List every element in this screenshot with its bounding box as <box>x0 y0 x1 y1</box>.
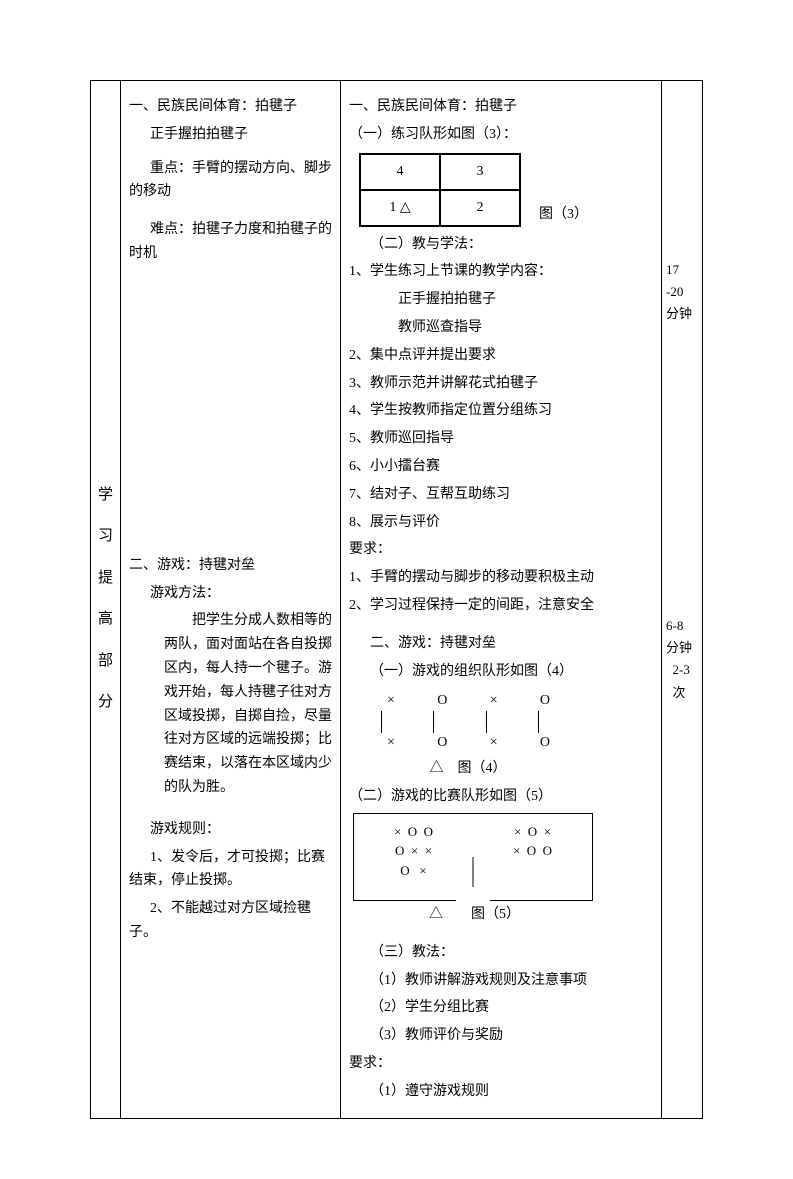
method-item: 2、集中点评并提出要求 <box>349 344 653 368</box>
section-title: 二、游戏：持毽对垒 <box>129 554 332 578</box>
label: 游戏方法： <box>129 582 332 606</box>
time-1: 17 -20 分钟 <box>666 259 698 325</box>
fig3-cell: 1 △ <box>360 190 440 226</box>
method-sub: 教师巡查指导 <box>349 316 653 340</box>
method-sub: 正手握拍拍毽子 <box>349 288 653 312</box>
method-item: 7、结对子、互帮互助练习 <box>349 483 653 507</box>
label: 要求： <box>349 1052 653 1076</box>
teach-item: （3）教师评价与奖励 <box>349 1024 653 1048</box>
section-title: 一、民族民间体育：拍毽子 <box>129 95 332 119</box>
label-char: 部 <box>98 649 113 675</box>
subtitle: 正手握拍拍毽子 <box>129 123 332 147</box>
rule: 1、发令后，才可投掷；比赛结束，停止投掷。 <box>129 846 332 894</box>
subheading: （一）游戏的组织队形如图（4） <box>349 660 653 684</box>
label-char: 习 <box>98 524 113 550</box>
subheading: （三）教法： <box>349 941 653 965</box>
fig5-team-b: × O × × O O <box>473 822 592 881</box>
label: 游戏规则： <box>129 818 332 842</box>
section-title: 一、民族民间体育：拍毽子 <box>349 95 653 119</box>
method-item: 1、学生练习上节课的教学内容： <box>349 260 653 284</box>
time-column: 17 -20 分钟 6-8 分钟 2-3 次 <box>662 81 702 1118</box>
teach-item: （1）教师讲解游戏规则及注意事项 <box>349 969 653 993</box>
method-item: 3、教师示范并讲解花式拍毽子 <box>349 372 653 396</box>
subheading: （二）游戏的比赛队形如图（5） <box>349 785 653 809</box>
game-method: 把学生分成人数相等的两队，面对面站在各自投掷区内，每人持一个毽子。游戏开始，每人… <box>129 609 332 799</box>
subheading: （二）教与学法： <box>349 233 653 257</box>
label-char: 学 <box>98 483 113 509</box>
method-item: 4、学生按教师指定位置分组练习 <box>349 399 653 423</box>
fig3-cell: 2 <box>440 190 520 226</box>
figure-5: × O O O × × O × × O × × O O <box>353 813 593 902</box>
requirement: 2、学习过程保持一定的间距，注意安全 <box>349 594 653 618</box>
label-char: 高 <box>98 607 113 633</box>
key-point: 重点：手臂的摆动方向、脚步的移动 <box>129 157 332 205</box>
fig3-cell: 3 <box>440 154 520 190</box>
figure-caption: △ 图（5） <box>429 903 653 927</box>
hard-point: 难点：拍毽子力度和拍毽子的时机 <box>129 218 332 266</box>
section-label: 学 习 提 高 部 分 <box>91 81 121 1118</box>
requirement: （1）遵守游戏规则 <box>349 1080 653 1104</box>
method-item: 8、展示与评价 <box>349 511 653 535</box>
figure-3: 4 3 1 △ 2 图（3） <box>359 153 653 227</box>
method-item: 5、教师巡回指导 <box>349 427 653 451</box>
figure-caption: △ 图（4） <box>363 757 573 781</box>
content-column: 一、民族民间体育：拍毽子 正手握拍拍毽子 重点：手臂的摆动方向、脚步的移动 难点… <box>121 81 341 1118</box>
figure-4: ×O ×O ×O ×O △ 图（4） <box>363 689 573 780</box>
method-column: 一、民族民间体育：拍毽子 （一）练习队形如图（3）： 4 3 1 △ 2 图（3… <box>341 81 662 1118</box>
method-item: 6、小小擂台赛 <box>349 455 653 479</box>
requirement: 1、手臂的摆动与脚步的移动要积极主动 <box>349 566 653 590</box>
time-2: 6-8 分钟 2-3 次 <box>666 615 698 703</box>
label: 要求： <box>349 538 653 562</box>
lesson-plan-table: 学 习 提 高 部 分 一、民族民间体育：拍毽子 正手握拍拍毽子 重点：手臂的摆… <box>90 80 703 1119</box>
section-title: 二、游戏：持毽对垒 <box>349 632 653 656</box>
figure-caption: 图（3） <box>539 203 588 227</box>
label-char: 提 <box>98 566 113 592</box>
teach-item: （2）学生分组比赛 <box>349 996 653 1020</box>
fig3-cell: 4 <box>360 154 440 190</box>
fig5-team-a: × O O O × × O × <box>354 822 473 881</box>
rule: 2、不能越过对方区域捡毽子。 <box>129 897 332 945</box>
label-char: 分 <box>98 690 113 716</box>
subheading: （一）练习队形如图（3）： <box>349 123 653 147</box>
